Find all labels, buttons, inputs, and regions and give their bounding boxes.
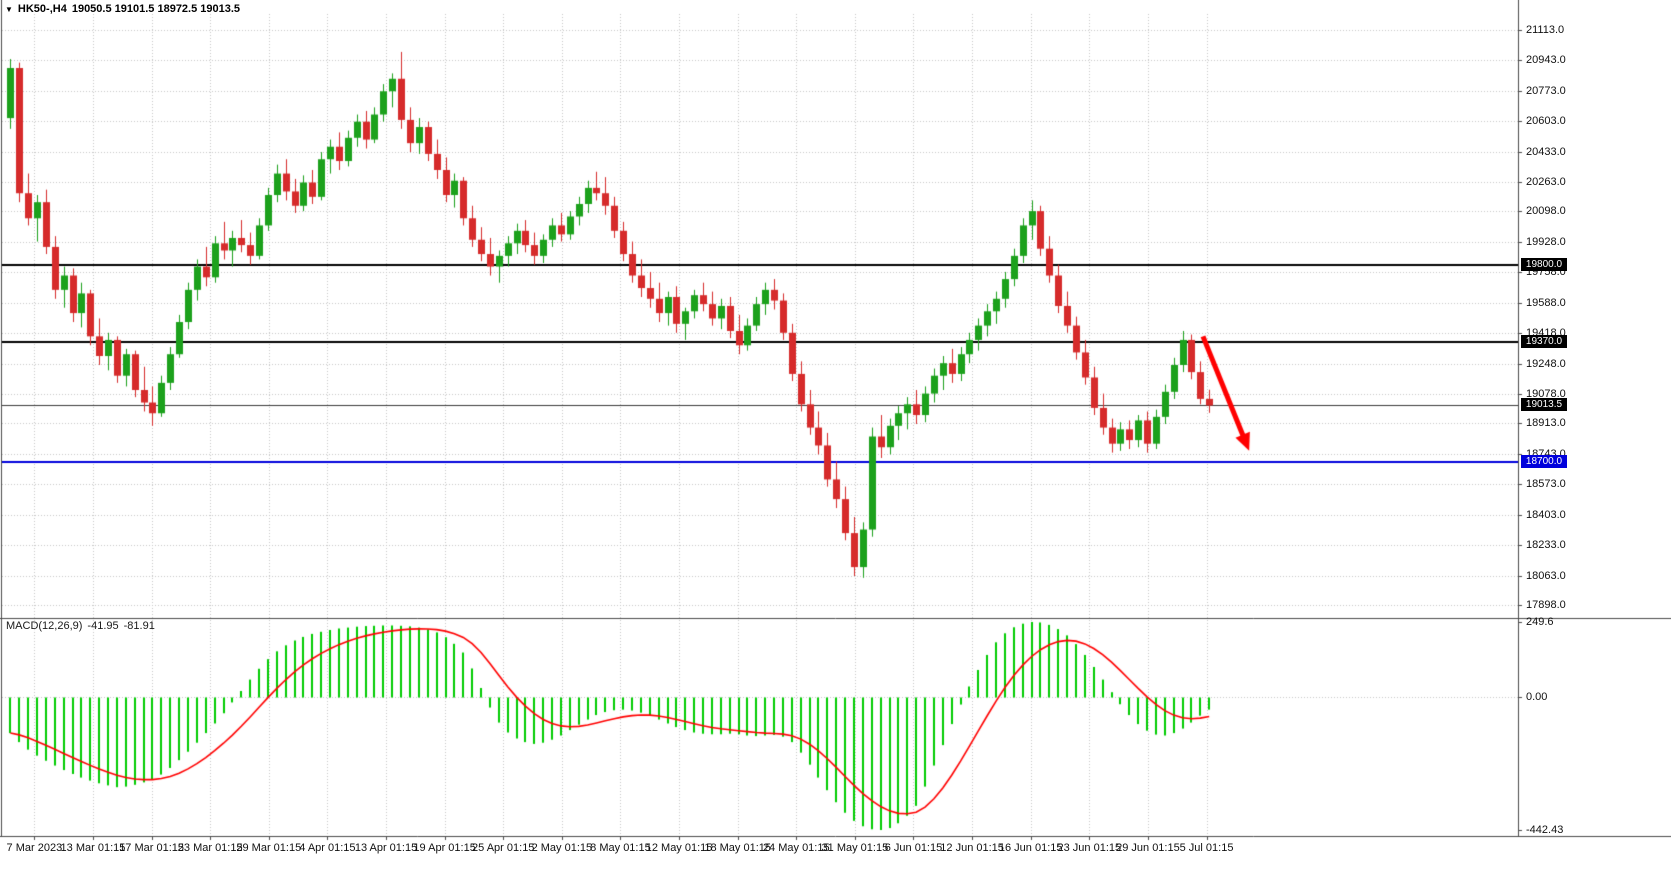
- macd-main-value: -41.95: [87, 620, 119, 632]
- chart-menu-icon[interactable]: ▼: [5, 5, 13, 14]
- symbol-timeframe-label: HK50-,H4: [17, 3, 67, 15]
- time-axis[interactable]: [0, 836, 1671, 889]
- macd-name: MACD(12,26,9): [6, 620, 83, 632]
- ohlc-values: 19050.5 19101.5 18972.5 19013.5: [71, 3, 241, 15]
- macd-signal-value: -81.91: [123, 620, 155, 632]
- macd-indicator-label: MACD(12,26,9) -41.95 -81.91: [6, 620, 160, 632]
- chart-header: ▼ HK50-,H4 19050.5 19101.5 18972.5 19013.5: [5, 3, 245, 15]
- price-axis[interactable]: [1518, 0, 1671, 836]
